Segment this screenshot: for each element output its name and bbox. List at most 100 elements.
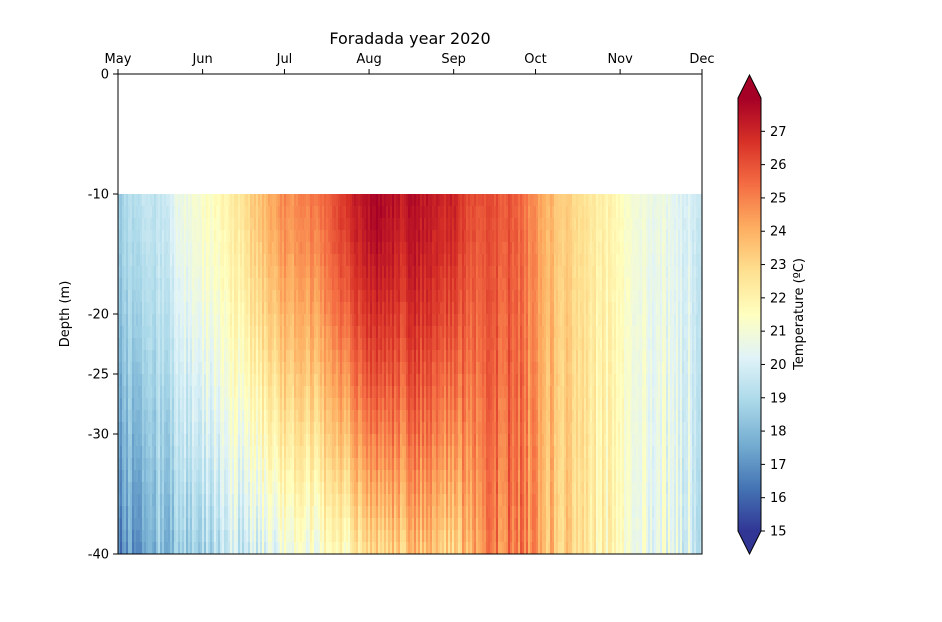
heatmap-cell <box>188 422 191 435</box>
heatmap-cell <box>168 254 171 267</box>
heatmap-cell <box>118 302 121 315</box>
heatmap-cell <box>166 542 169 554</box>
heatmap-cell <box>344 530 347 543</box>
heatmap-cell <box>264 290 267 303</box>
heatmap-cell <box>212 482 215 495</box>
heatmap-cell <box>188 506 191 519</box>
heatmap-cell <box>364 290 367 303</box>
heatmap-cell <box>414 266 417 279</box>
heatmap-cell <box>220 218 223 231</box>
heatmap-cell <box>396 254 399 267</box>
heatmap-cell <box>248 314 251 327</box>
heatmap-cell <box>274 266 277 279</box>
heatmap-cell <box>338 302 341 315</box>
heatmap-cell <box>318 446 321 459</box>
heatmap-cell <box>154 218 157 231</box>
heatmap-cell <box>202 338 205 351</box>
heatmap-cell <box>202 494 205 507</box>
heatmap-cell <box>160 254 163 267</box>
heatmap-cell <box>430 434 433 447</box>
heatmap-cell <box>412 206 415 219</box>
heatmap-cell <box>240 350 243 363</box>
heatmap-cell <box>354 350 357 363</box>
heatmap-cell <box>174 422 177 435</box>
heatmap-cell <box>400 314 403 327</box>
heatmap-cell <box>340 542 343 554</box>
heatmap-cell <box>142 230 145 243</box>
heatmap-cell <box>278 338 281 351</box>
heatmap-cell <box>378 542 381 554</box>
heatmap-cell <box>296 506 299 519</box>
heatmap-cell <box>320 254 323 267</box>
heatmap-cell <box>246 386 249 399</box>
heatmap-cell <box>382 542 385 554</box>
heatmap-cell <box>320 206 323 219</box>
heatmap-cell <box>320 506 323 519</box>
heatmap-cell <box>192 506 195 519</box>
heatmap-cell <box>202 422 205 435</box>
heatmap-cell <box>244 206 247 219</box>
heatmap-cell <box>220 470 223 483</box>
heatmap-cell <box>280 206 283 219</box>
heatmap-cell <box>176 386 179 399</box>
heatmap-cell <box>186 206 189 219</box>
heatmap-cell <box>192 362 195 375</box>
heatmap-cell <box>152 266 155 279</box>
heatmap-cell <box>118 266 121 279</box>
heatmap-cell <box>164 434 167 447</box>
heatmap-cell <box>382 386 385 399</box>
heatmap-cell <box>314 230 317 243</box>
heatmap-cell <box>226 374 229 387</box>
heatmap-cell <box>368 542 371 554</box>
heatmap-cell <box>212 314 215 327</box>
heatmap-cell <box>432 434 435 447</box>
heatmap-cell <box>158 218 161 231</box>
heatmap-cell <box>282 518 285 531</box>
heatmap-cell <box>356 446 359 459</box>
heatmap-cell <box>396 398 399 411</box>
heatmap-cell <box>416 362 419 375</box>
heatmap-cell <box>280 434 283 447</box>
heatmap-cell <box>240 326 243 339</box>
heatmap-cell <box>164 206 167 219</box>
heatmap-cell <box>160 194 163 207</box>
heatmap-cell <box>216 470 219 483</box>
heatmap-cell <box>418 230 421 243</box>
heatmap-cell <box>320 494 323 507</box>
heatmap-cell <box>244 374 247 387</box>
heatmap-cell <box>158 278 161 291</box>
heatmap-cell <box>170 506 173 519</box>
heatmap-cell <box>172 530 175 543</box>
heatmap-cell <box>278 530 281 543</box>
heatmap-cell <box>150 242 153 255</box>
heatmap-cell <box>186 434 189 447</box>
heatmap-cell <box>180 242 183 255</box>
heatmap-cell <box>126 230 129 243</box>
heatmap-cell <box>382 350 385 363</box>
heatmap-cell <box>262 206 265 219</box>
heatmap-cell <box>194 278 197 291</box>
heatmap-cell <box>164 314 167 327</box>
heatmap-cell <box>298 194 301 207</box>
heatmap-cell <box>336 410 339 423</box>
heatmap-cell <box>344 446 347 459</box>
heatmap-cell <box>306 338 309 351</box>
heatmap-cell <box>218 326 221 339</box>
heatmap-cell <box>188 518 191 531</box>
heatmap-cell <box>210 494 213 507</box>
heatmap-cell <box>360 302 363 315</box>
heatmap-cell <box>276 482 279 495</box>
heatmap-cell <box>182 194 185 207</box>
heatmap-cell <box>318 218 321 231</box>
heatmap-cell <box>298 374 301 387</box>
heatmap-cell <box>162 410 165 423</box>
heatmap-cell <box>432 314 435 327</box>
heatmap-cell <box>438 506 441 519</box>
heatmap-cell <box>242 266 245 279</box>
heatmap-cell <box>336 242 339 255</box>
heatmap-cell <box>270 266 273 279</box>
heatmap-cell <box>124 530 127 543</box>
heatmap-cell <box>336 374 339 387</box>
heatmap-cell <box>204 482 207 495</box>
heatmap-cell <box>130 482 133 495</box>
